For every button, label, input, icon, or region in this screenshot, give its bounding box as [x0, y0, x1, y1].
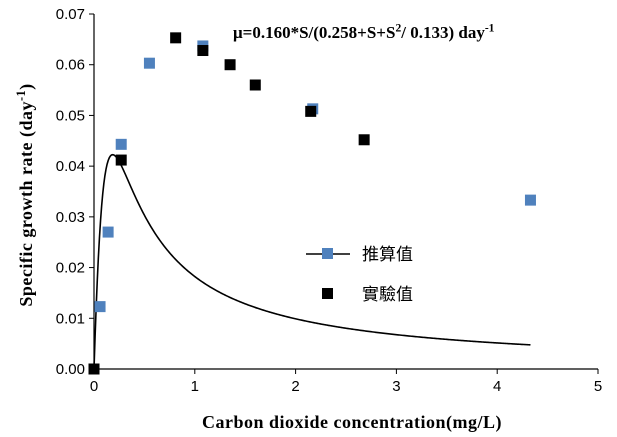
x-tick-label: 4 [493, 378, 501, 395]
legend-marker-exp [322, 288, 333, 299]
y-tick-label: 0.02 [56, 260, 85, 277]
estimated-point [115, 138, 127, 150]
x-tick-label: 5 [594, 378, 602, 395]
x-tick-label: 1 [191, 378, 199, 395]
estimated-point [524, 194, 536, 206]
experimental-point [224, 59, 236, 71]
experimental-point [358, 134, 370, 146]
estimated-point [94, 301, 106, 313]
y-tick-label: 0.05 [56, 107, 85, 124]
x-axis-title: Carbon dioxide concentration(mg/L) [202, 412, 502, 433]
x-tick-label: 3 [392, 378, 400, 395]
experimental-point [305, 105, 317, 117]
estimated-point [102, 226, 114, 238]
legend: 推算值 實驗值 [306, 245, 413, 305]
experimental-point [88, 363, 100, 375]
experimental-point [197, 45, 209, 57]
y-tick-label: 0.01 [56, 310, 85, 327]
y-tick-label: 0.04 [56, 158, 85, 175]
y-axis-ticks: 0.00 0.01 0.02 0.03 0.04 0.05 0.06 0.07 [56, 6, 94, 378]
estimated-markers [88, 40, 536, 375]
legend-label-exp: 實驗值 [362, 285, 413, 305]
experimental-markers [88, 32, 370, 375]
model-curve-line [93, 153, 531, 370]
y-tick-label: 0.00 [56, 361, 85, 378]
legend-label-est: 推算值 [362, 245, 413, 265]
experimental-point [170, 32, 182, 44]
model-curve [93, 153, 531, 370]
experimental-point [115, 154, 127, 166]
x-tick-label: 2 [291, 378, 299, 395]
y-tick-label: 0.06 [56, 57, 85, 74]
y-tick-label: 0.03 [56, 209, 85, 226]
experimental-point [249, 79, 261, 91]
legend-marker-est [322, 248, 333, 259]
x-axis-ticks: 0 1 2 3 4 5 [90, 369, 602, 395]
estimated-point [143, 57, 155, 69]
y-axis-title: Specific growth rate (day-1​) [14, 83, 37, 306]
equation-label: μ=0.160*S/(0.258+S+S2​/ 0.133) day-1​ [233, 22, 495, 42]
y-tick-label: 0.07 [56, 6, 85, 23]
x-tick-label: 0 [90, 378, 98, 395]
